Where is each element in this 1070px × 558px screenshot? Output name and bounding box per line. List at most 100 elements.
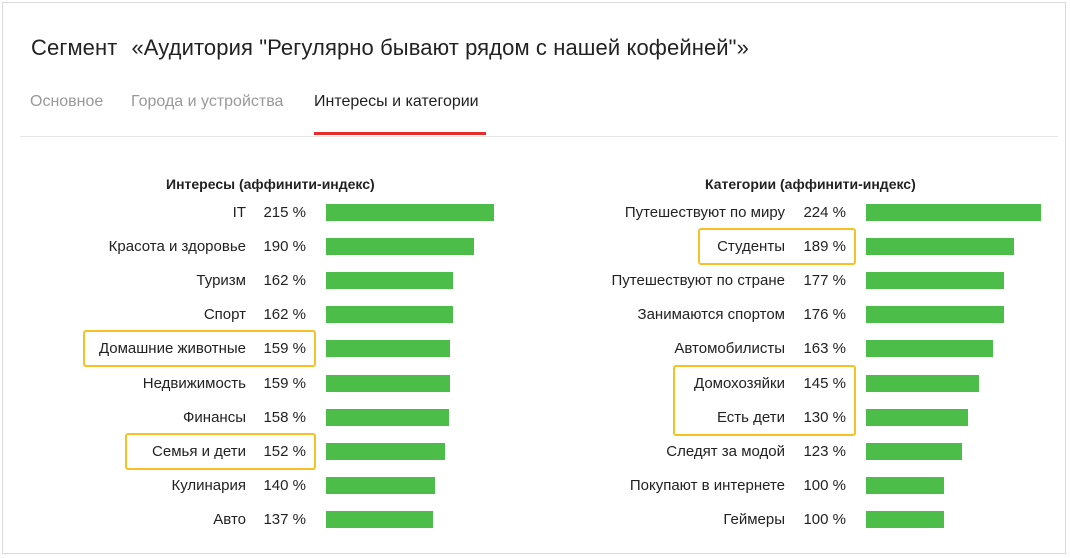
segment-name: «Аудитория "Регулярно бывают рядом с наш… (131, 35, 749, 60)
interest-value-cell: 159 % (0, 374, 306, 394)
interest-label: Авто (213, 511, 246, 528)
interest-row: Туризм (0, 271, 246, 291)
interest-row: Домашние животные (0, 339, 246, 359)
interest-label: IT (232, 204, 246, 221)
category-value-cell: 189 % (0, 237, 846, 257)
category-bar (866, 375, 979, 392)
category-bar (866, 204, 1041, 221)
category-label: Занимаются спортом (637, 306, 785, 323)
category-value-cell: 145 % (0, 374, 846, 394)
interest-label: Недвижимость (142, 375, 246, 392)
interest-value-cell: 159 % (0, 339, 306, 359)
interest-row: Кулинария (0, 476, 246, 496)
interest-value-cell: 162 % (0, 271, 306, 291)
category-row: Покупают в интернете (0, 476, 785, 496)
category-bar (866, 238, 1014, 255)
interest-row: Недвижимость (0, 374, 246, 394)
interest-value-label: 162 % (263, 272, 306, 289)
category-bar (866, 306, 1004, 323)
category-value-label: 176 % (803, 306, 846, 323)
category-value-cell: 176 % (0, 305, 846, 325)
category-label: Геймеры (723, 511, 785, 528)
category-row: Автомобилисты (0, 339, 785, 359)
interest-row: IT (0, 203, 246, 223)
category-value-cell: 123 % (0, 442, 846, 462)
category-bar (866, 340, 993, 357)
category-value-label: 123 % (803, 443, 846, 460)
category-bar (866, 511, 944, 528)
category-highlight-box (698, 228, 856, 265)
category-label: Студенты (717, 238, 785, 255)
category-value-label: 145 % (803, 375, 846, 392)
interest-value-label: 190 % (263, 238, 306, 255)
category-row: Следят за модой (0, 442, 785, 462)
tab-bar: Основное Города и устройства Интересы и … (20, 80, 1058, 137)
segment-label: Сегмент (31, 35, 118, 60)
interest-row: Красота и здоровье (0, 237, 246, 257)
interest-value-label: 158 % (263, 409, 306, 426)
category-value-cell: 130 % (0, 408, 846, 428)
interest-label: Кулинария (171, 477, 246, 494)
category-label: Путешествуют по миру (624, 204, 785, 221)
category-value-label: 130 % (803, 409, 846, 426)
tab-main[interactable]: Основное (30, 93, 104, 110)
interest-bar (326, 375, 450, 392)
active-tab-indicator (314, 132, 486, 135)
interest-value-label: 159 % (263, 340, 306, 357)
interest-value-cell: 140 % (0, 476, 306, 496)
interest-value-cell: 162 % (0, 305, 306, 325)
category-row: Домохозяйки (0, 374, 785, 394)
interest-label: Семья и дети (152, 443, 246, 460)
category-bar (866, 409, 968, 426)
category-row: Занимаются спортом (0, 305, 785, 325)
interest-bar (326, 443, 445, 460)
category-label: Путешествуют по стране (611, 272, 785, 289)
interest-bar (326, 204, 494, 221)
category-value-cell: 100 % (0, 476, 846, 496)
category-value-label: 100 % (803, 477, 846, 494)
interests-chart-title: Интересы (аффинити-индекс) (166, 176, 375, 192)
category-bar (866, 443, 962, 460)
category-value-cell: 163 % (0, 339, 846, 359)
category-value-label: 189 % (803, 238, 846, 255)
interest-value-label: 215 % (263, 204, 306, 221)
category-value-cell: 177 % (0, 271, 846, 291)
tab-interests-categories[interactable]: Интересы и категории (314, 93, 479, 110)
interest-value-cell: 190 % (0, 237, 306, 257)
interest-value-cell: 152 % (0, 442, 306, 462)
interest-value-label: 140 % (263, 477, 306, 494)
interest-bar (326, 238, 474, 255)
interest-label: Домашние животные (98, 340, 246, 357)
categories-chart-title: Категории (аффинити-индекс) (705, 176, 916, 192)
interest-value-label: 159 % (263, 375, 306, 392)
category-label: Домохозяйки (694, 375, 785, 392)
category-row: Студенты (0, 237, 785, 257)
category-value-cell: 100 % (0, 510, 846, 530)
interest-label: Красота и здоровье (108, 238, 246, 255)
interest-row: Финансы (0, 408, 246, 428)
category-label: Следят за модой (666, 443, 785, 460)
category-value-label: 177 % (803, 272, 846, 289)
interest-row: Семья и дети (0, 442, 246, 462)
interest-value-label: 162 % (263, 306, 306, 323)
category-value-label: 224 % (803, 204, 846, 221)
interest-bar (326, 306, 453, 323)
category-value-cell: 224 % (0, 203, 846, 223)
interest-highlight-box (83, 330, 316, 367)
interest-bar (326, 477, 435, 494)
interest-value-label: 152 % (263, 443, 306, 460)
category-value-label: 163 % (803, 340, 846, 357)
category-row: Геймеры (0, 510, 785, 530)
interest-bar (326, 272, 453, 289)
interest-label: Финансы (183, 409, 246, 426)
category-bar (866, 272, 1004, 289)
category-row: Путешествуют по миру (0, 203, 785, 223)
interest-label: Туризм (196, 272, 246, 289)
category-value-label: 100 % (803, 511, 846, 528)
page-title: Сегмент «Аудитория "Регулярно бывают рядо… (31, 35, 749, 61)
interest-value-cell: 137 % (0, 510, 306, 530)
category-row: Путешествуют по стране (0, 271, 785, 291)
interest-row: Авто (0, 510, 246, 530)
category-bar (866, 477, 944, 494)
tab-cities-devices[interactable]: Города и устройства (131, 93, 284, 110)
